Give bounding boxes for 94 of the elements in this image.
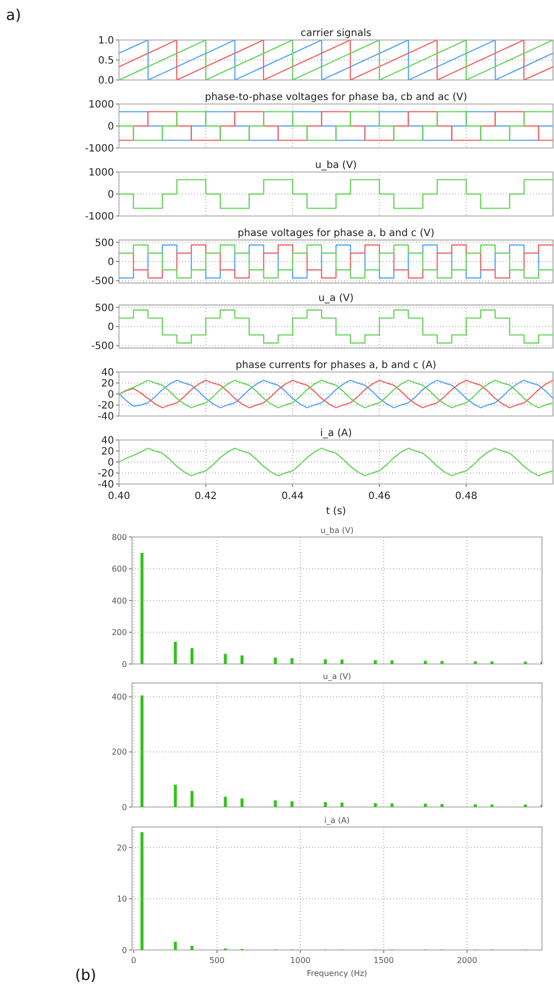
bar: [290, 801, 294, 807]
y-tick-label: 400: [112, 692, 127, 702]
y-tick-label: 40: [101, 436, 114, 446]
bar: [440, 660, 444, 664]
y-tick-label: 0: [108, 257, 114, 268]
x-axis-title: t (s): [326, 506, 346, 517]
y-tick-label: 400: [112, 596, 127, 606]
y-tick-label: 0: [122, 946, 127, 955]
chart-title: u_ba (V): [320, 526, 354, 535]
bar: [324, 659, 327, 664]
y-tick-label: 0: [122, 660, 127, 669]
y-tick-label: -1000: [84, 212, 114, 222]
bar: [174, 784, 177, 807]
y-tick-label: 1000: [88, 100, 114, 110]
chart-title: i_a (A): [320, 428, 352, 439]
bar: [190, 791, 194, 807]
bar: [190, 648, 194, 664]
chart-title: phase-to-phase voltages for phase ba, cb and ac (V): [204, 92, 468, 103]
bar: [374, 803, 377, 807]
x-tick-label: 0.42: [194, 491, 217, 502]
y-tick-label: -20: [98, 400, 114, 412]
y-tick-label: 1.0: [98, 36, 114, 46]
y-tick-label: 200: [112, 748, 127, 757]
bar: [340, 660, 344, 664]
bar: [174, 942, 177, 950]
chart-title: u_a (V): [322, 672, 352, 681]
bar: [190, 946, 194, 950]
x-axis-title: Frequency (Hz): [306, 969, 368, 978]
chart-title: u_a (V): [318, 293, 354, 304]
x-tick-label: 2000: [456, 956, 478, 965]
chart-title: u_ba (V): [315, 160, 357, 171]
bar: [274, 657, 277, 664]
y-tick-label: 0: [108, 190, 114, 200]
text: (b): [75, 966, 96, 984]
x-tick-label: 1500: [373, 956, 394, 965]
bar: [424, 804, 427, 807]
y-tick-label: 0: [122, 802, 127, 812]
y-tick-label: 0: [108, 390, 114, 400]
bar: [174, 642, 177, 664]
y-tick-label: -500: [91, 341, 114, 352]
y-tick-label: 200: [112, 628, 127, 638]
y-tick-label: 0.0: [98, 76, 114, 86]
y-tick-label: 0: [108, 458, 114, 468]
x-tick-label: 0.44: [281, 491, 304, 502]
bar: [140, 552, 144, 664]
bar: [390, 803, 394, 807]
bar: [140, 695, 144, 807]
y-tick-label: 20: [116, 843, 127, 852]
y-tick-label: 800: [112, 532, 127, 542]
bar: [424, 660, 427, 664]
line-series: [119, 380, 553, 408]
y-tick-label: 1000: [88, 168, 114, 178]
bar: [224, 654, 227, 664]
chart-title: carrier signals: [300, 28, 372, 39]
bar: [490, 661, 494, 664]
y-tick-label: 40: [101, 368, 114, 378]
y-tick-label: -40: [98, 480, 114, 490]
bar: [224, 796, 227, 807]
y-tick-label: 20: [101, 446, 114, 458]
x-tick-label: 0.40: [108, 491, 130, 502]
y-tick-label: 0: [108, 322, 114, 333]
bar: [290, 658, 294, 664]
bar: [274, 800, 277, 807]
chart-title: phase voltages for phase a, b and c (V): [238, 228, 434, 239]
bar: [324, 802, 327, 807]
x-tick-label: 0.46: [368, 491, 391, 502]
x-tick-label: 1000: [290, 956, 311, 965]
x-tick-label: 0.48: [455, 491, 478, 502]
bar: [390, 660, 394, 664]
y-tick-label: 0.5: [98, 56, 114, 66]
y-tick-label: 500: [94, 302, 114, 314]
y-tick-label: 0: [108, 122, 114, 132]
bar: [340, 802, 344, 807]
line-series: [119, 448, 553, 476]
y-tick-label: 600: [112, 564, 127, 574]
bar: [440, 804, 444, 807]
y-tick-label: 10: [116, 894, 127, 904]
y-tick-label: 20: [101, 378, 114, 390]
bar: [474, 804, 477, 807]
bar: [240, 798, 244, 807]
text: a): [6, 6, 22, 24]
chart-title: phase currents for phases a, b and c (A): [236, 360, 436, 371]
x-tick-label: 500: [209, 956, 225, 965]
y-tick-label: -20: [98, 468, 114, 480]
chart-title: i_a (A): [324, 816, 350, 825]
bar: [374, 660, 377, 664]
bar: [140, 832, 144, 950]
y-tick-label: 500: [94, 238, 114, 249]
bar: [240, 655, 244, 664]
y-tick-label: -500: [91, 276, 114, 288]
y-tick-label: -40: [98, 412, 114, 422]
y-tick-label: -1000: [84, 144, 114, 154]
x-tick-label: 0: [131, 956, 136, 965]
bar: [474, 661, 477, 664]
